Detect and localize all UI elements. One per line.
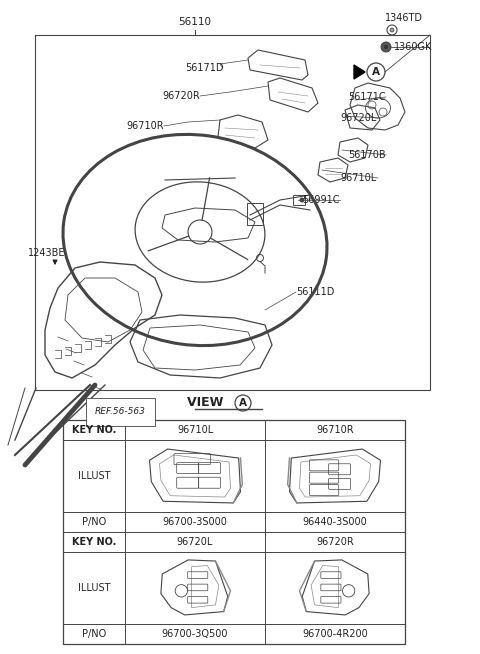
Text: A: A bbox=[239, 398, 247, 408]
Text: 96710R: 96710R bbox=[126, 121, 164, 131]
Text: 1360GK: 1360GK bbox=[394, 42, 432, 52]
Text: 1346TD: 1346TD bbox=[385, 13, 423, 23]
Text: P/NO: P/NO bbox=[82, 629, 106, 639]
Circle shape bbox=[384, 45, 388, 49]
Text: 96710R: 96710R bbox=[316, 425, 354, 435]
Text: 96710L: 96710L bbox=[177, 425, 213, 435]
Text: ILLUST: ILLUST bbox=[78, 583, 110, 593]
Text: 96700-3Q500: 96700-3Q500 bbox=[162, 629, 228, 639]
Text: 56170B: 56170B bbox=[348, 150, 385, 160]
Text: 1243BE: 1243BE bbox=[28, 248, 65, 258]
Text: 96440-3S000: 96440-3S000 bbox=[302, 517, 367, 527]
Circle shape bbox=[381, 42, 391, 52]
Text: P/NO: P/NO bbox=[82, 517, 106, 527]
Text: ILLUST: ILLUST bbox=[78, 471, 110, 481]
Text: 56171C: 56171C bbox=[348, 92, 385, 102]
Text: 56110: 56110 bbox=[179, 17, 212, 27]
Text: KEY NO.: KEY NO. bbox=[72, 537, 116, 547]
Text: 96700-3S000: 96700-3S000 bbox=[163, 517, 228, 527]
Text: 96720R: 96720R bbox=[162, 91, 200, 101]
Polygon shape bbox=[354, 65, 365, 79]
Text: 96710L: 96710L bbox=[340, 173, 376, 183]
Circle shape bbox=[300, 198, 304, 203]
Text: 56111D: 56111D bbox=[296, 287, 335, 297]
Text: 96700-4R200: 96700-4R200 bbox=[302, 629, 368, 639]
Text: VIEW: VIEW bbox=[187, 396, 228, 409]
Text: 56171D: 56171D bbox=[185, 63, 224, 73]
Circle shape bbox=[390, 28, 394, 32]
Text: 96720L: 96720L bbox=[177, 537, 213, 547]
Text: A: A bbox=[372, 67, 380, 77]
Text: 96720L: 96720L bbox=[340, 113, 376, 123]
Text: 96720R: 96720R bbox=[316, 537, 354, 547]
Text: 56991C: 56991C bbox=[302, 195, 339, 205]
Text: KEY NO.: KEY NO. bbox=[72, 425, 116, 435]
Text: REF.56-563: REF.56-563 bbox=[95, 407, 146, 417]
